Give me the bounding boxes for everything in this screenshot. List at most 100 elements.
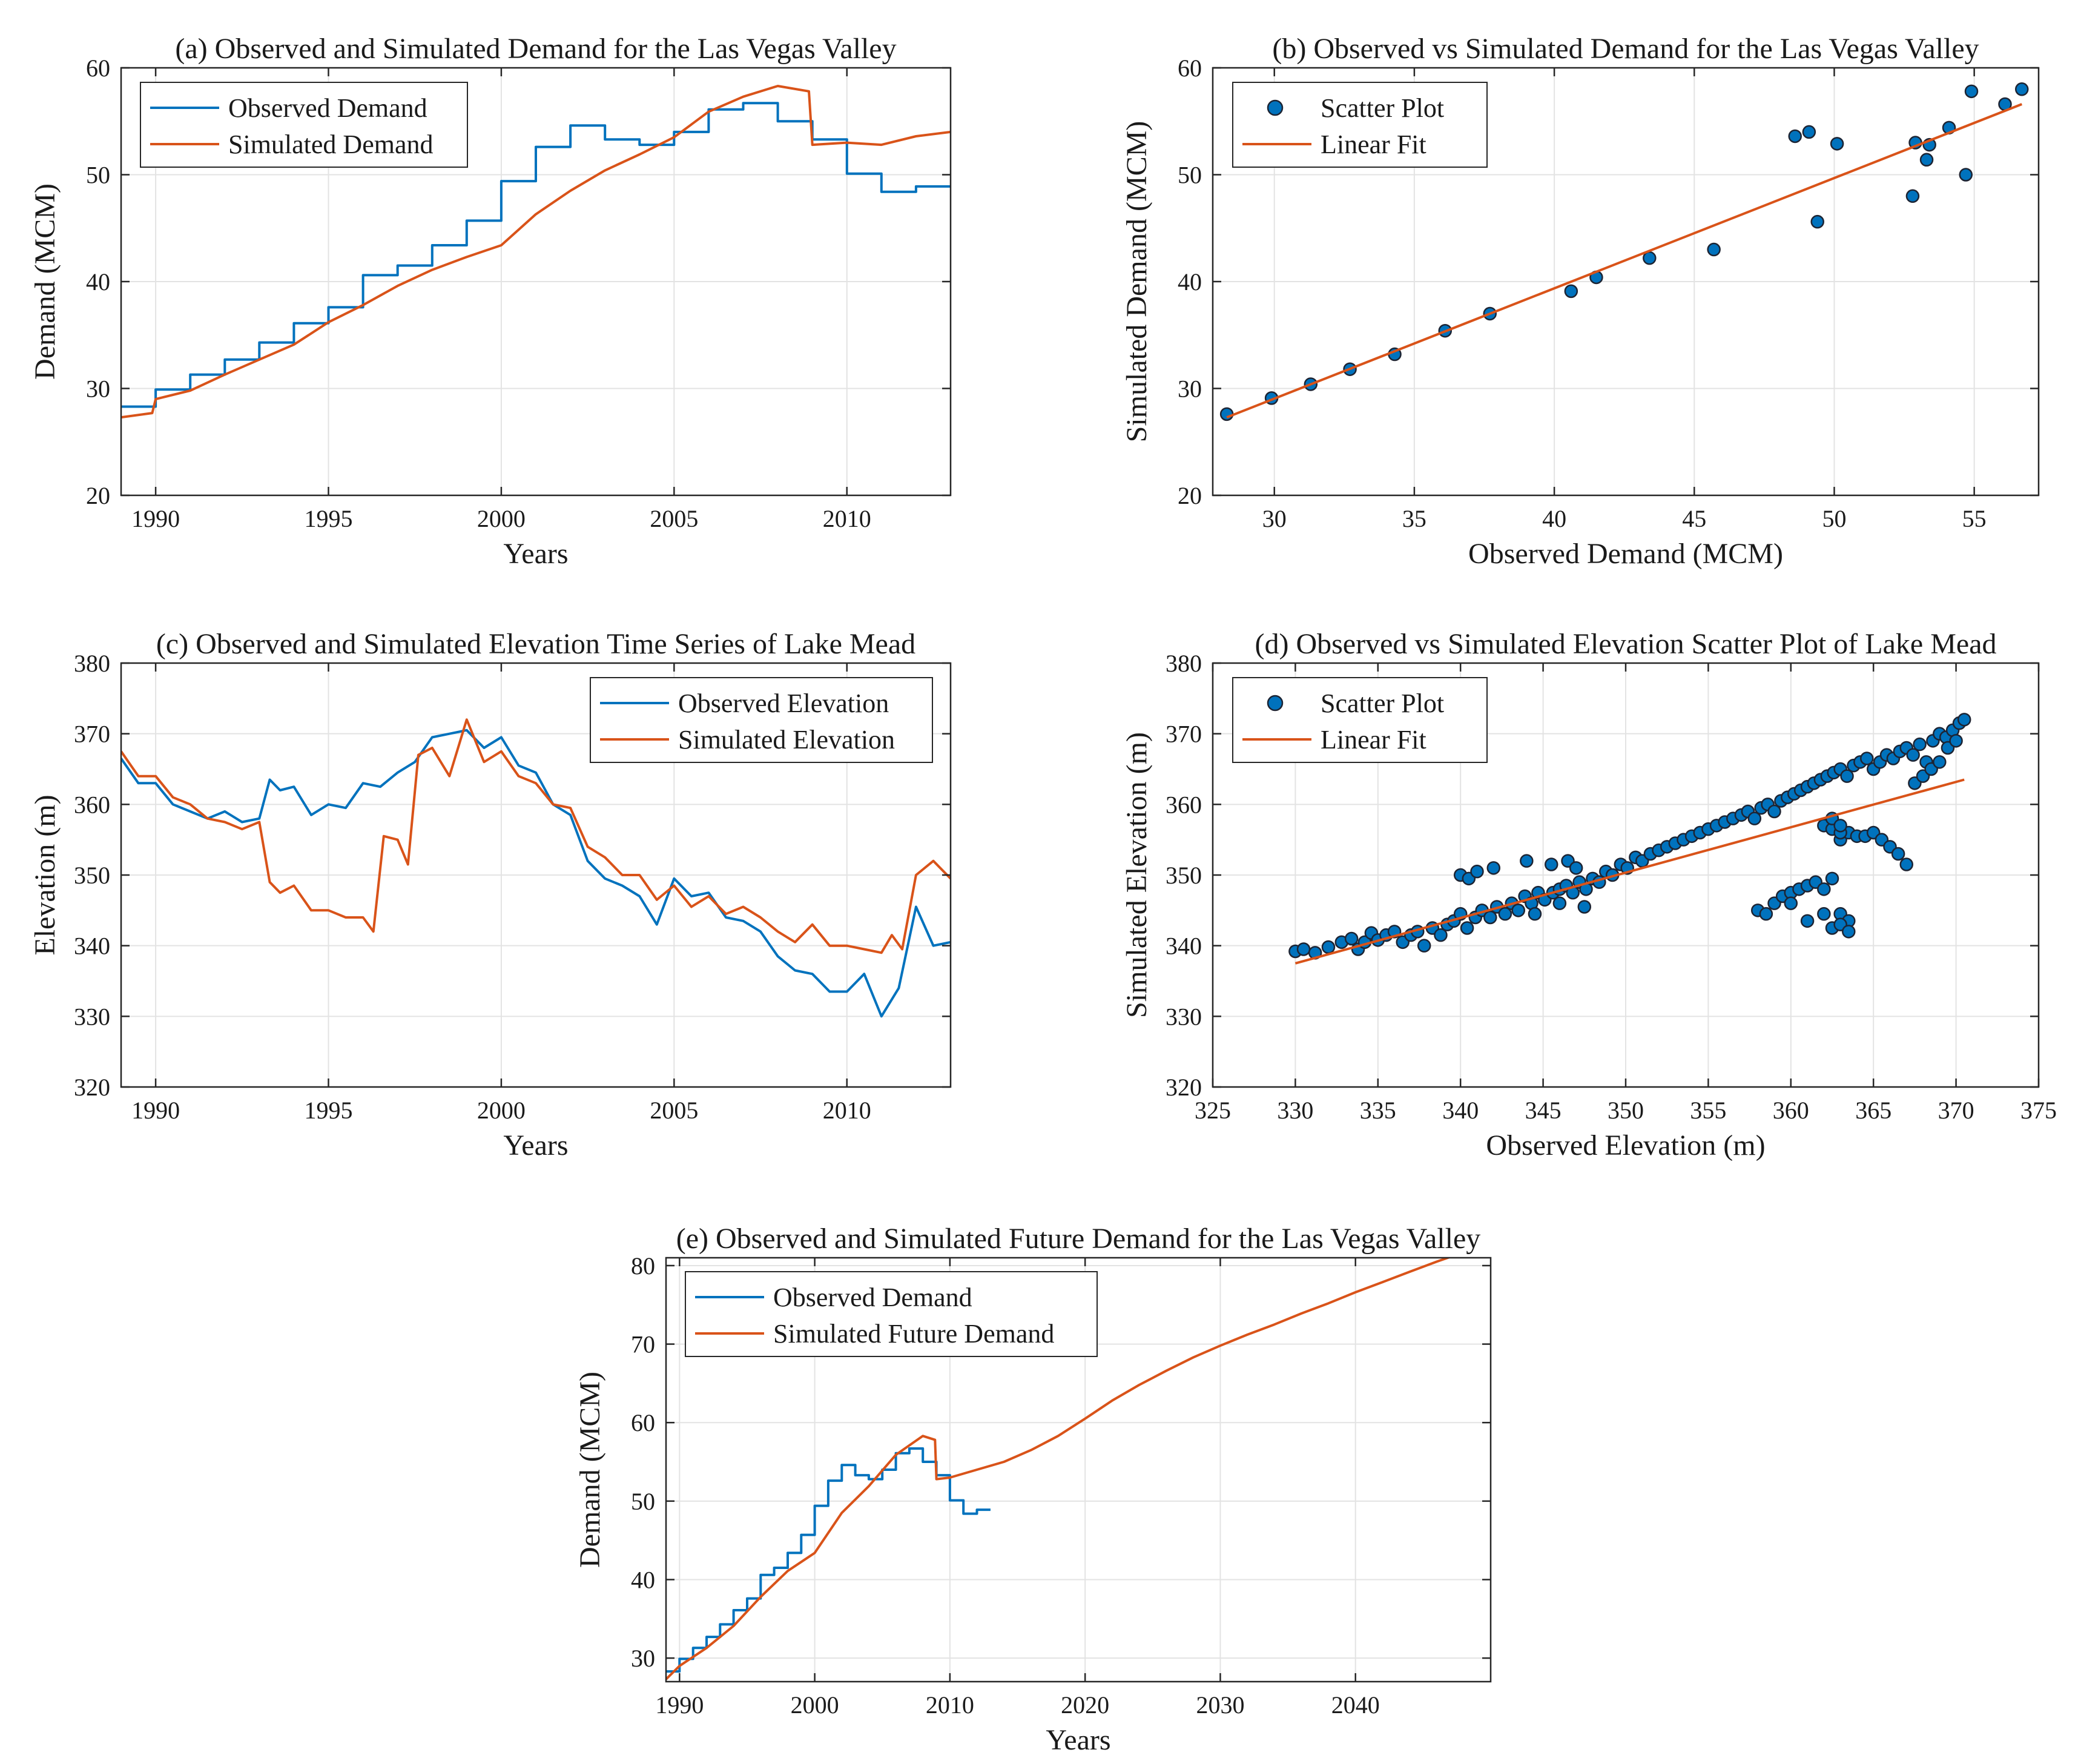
y-tick-label: 50 xyxy=(1178,162,1202,189)
scatter-point xyxy=(1905,189,1920,203)
y-tick-label: 360 xyxy=(1166,791,1202,818)
y-tick-label: 30 xyxy=(86,375,110,403)
scatter-point xyxy=(1802,125,1816,139)
legend-label: Simulated Elevation xyxy=(678,725,895,755)
scatter-point xyxy=(1569,861,1583,875)
legend-box xyxy=(1232,82,1488,168)
x-axis-label: Observed Demand (MCM) xyxy=(1468,538,1783,570)
series-line xyxy=(121,102,951,408)
series-line xyxy=(121,718,951,954)
x-tick-label: 2030 xyxy=(1196,1691,1244,1719)
x-axis-label: Years xyxy=(503,1129,568,1161)
series-layer xyxy=(1288,713,1971,965)
scatter-point xyxy=(1552,896,1567,910)
scatter-point xyxy=(1899,857,1914,871)
x-tick-label: 360 xyxy=(1773,1097,1809,1124)
series-line xyxy=(121,85,951,419)
x-tick-label: 30 xyxy=(1262,505,1287,532)
y-tick-label: 60 xyxy=(1178,55,1202,82)
chart-title: (e) Observed and Simulated Future Demand… xyxy=(676,1223,1481,1255)
scatter-point xyxy=(1470,864,1484,879)
scatter-point xyxy=(1810,214,1824,229)
y-tick-label: 20 xyxy=(1178,482,1202,509)
y-tick-label: 340 xyxy=(1166,933,1202,960)
legend-marker xyxy=(1267,695,1284,712)
legend-marker xyxy=(1267,99,1284,116)
scatter-point xyxy=(1833,819,1847,833)
scatter-point xyxy=(1486,861,1501,875)
scatter-point xyxy=(1321,940,1336,954)
scatter-point xyxy=(1296,942,1311,956)
y-axis-label: Demand (MCM) xyxy=(574,1372,606,1568)
scatter-point xyxy=(1933,755,1947,769)
y-axis-label: Elevation (m) xyxy=(29,794,61,955)
y-tick-label: 60 xyxy=(631,1409,655,1436)
y-tick-label: 40 xyxy=(86,268,110,296)
fit-line xyxy=(1294,778,1965,965)
x-tick-label: 2005 xyxy=(650,1097,698,1124)
chart-title: (b) Observed vs Simulated Demand for the… xyxy=(1272,33,1979,65)
scatter-point xyxy=(1417,939,1431,953)
scatter-point xyxy=(1784,896,1798,910)
scatter-point xyxy=(1434,928,1448,942)
scatter-point xyxy=(1964,84,1979,99)
y-tick-label: 50 xyxy=(631,1488,655,1515)
x-tick-label: 325 xyxy=(1195,1097,1231,1124)
x-tick-label: 2010 xyxy=(823,505,871,532)
x-tick-label: 50 xyxy=(1822,505,1846,532)
legend-box xyxy=(140,82,468,168)
x-tick-label: 1990 xyxy=(131,505,180,532)
series-layer xyxy=(121,85,951,419)
x-tick-label: 45 xyxy=(1682,505,1706,532)
scatter-point xyxy=(1460,921,1474,935)
x-tick-label: 365 xyxy=(1855,1097,1891,1124)
legend: Observed Elevation Simulated Elevation xyxy=(590,677,933,763)
legend: Scatter Plot Linear Fit xyxy=(1232,677,1488,763)
legend-box xyxy=(590,677,933,763)
x-tick-label: 2000 xyxy=(477,1097,526,1124)
x-axis-label: Years xyxy=(1046,1724,1110,1756)
x-tick-label: 2010 xyxy=(823,1097,871,1124)
y-axis-label: Simulated Elevation (m) xyxy=(1121,732,1153,1018)
scatter-point xyxy=(1767,804,1781,819)
y-tick-label: 350 xyxy=(1166,862,1202,889)
series-line xyxy=(121,728,951,1018)
y-tick-label: 50 xyxy=(86,162,110,189)
x-axis-label: Years xyxy=(503,538,568,570)
scatter-point xyxy=(1949,734,1963,748)
scatter-point xyxy=(1959,168,1973,182)
chart-e: 1990 2000 2010 2020 2030 2040 30 40 50 60 70 80 (e) … xyxy=(574,1223,1492,1756)
x-tick-label: 330 xyxy=(1277,1097,1313,1124)
y-tick-label: 340 xyxy=(74,933,110,960)
y-tick-label: 60 xyxy=(86,55,110,82)
x-tick-label: 335 xyxy=(1360,1097,1396,1124)
chart-d: 325 330 335 340 345 350 355 360 365 370 375 320 330 3… xyxy=(1121,628,2057,1161)
y-tick-label: 30 xyxy=(1178,375,1202,403)
y-tick-label: 350 xyxy=(74,862,110,889)
y-tick-label: 320 xyxy=(74,1074,110,1101)
scatter-point xyxy=(1498,907,1512,921)
y-tick-label: 330 xyxy=(74,1003,110,1030)
y-axis-label: Simulated Demand (MCM) xyxy=(1121,121,1153,443)
scatter-point xyxy=(1830,137,1844,151)
scatter-point xyxy=(1788,129,1802,144)
y-tick-label: 40 xyxy=(631,1566,655,1593)
legend-label: Observed Demand xyxy=(773,1283,972,1312)
x-tick-label: 2010 xyxy=(926,1691,974,1719)
legend-label: Observed Demand xyxy=(228,93,427,123)
y-tick-label: 330 xyxy=(1166,1003,1202,1030)
legend-label: Linear Fit xyxy=(1321,130,1426,159)
x-tick-label: 1995 xyxy=(305,1097,353,1124)
scatter-point xyxy=(1919,153,1934,167)
y-tick-label: 80 xyxy=(631,1252,655,1280)
x-tick-label: 40 xyxy=(1542,505,1566,532)
x-tick-label: 370 xyxy=(1938,1097,1974,1124)
x-axis-label: Observed Elevation (m) xyxy=(1486,1129,1765,1161)
scatter-point xyxy=(1800,914,1815,928)
y-tick-label: 30 xyxy=(631,1645,655,1672)
x-tick-label: 1990 xyxy=(655,1691,704,1719)
x-tick-label: 340 xyxy=(1442,1097,1479,1124)
y-tick-label: 380 xyxy=(1166,650,1202,677)
y-tick-label: 380 xyxy=(74,650,110,677)
